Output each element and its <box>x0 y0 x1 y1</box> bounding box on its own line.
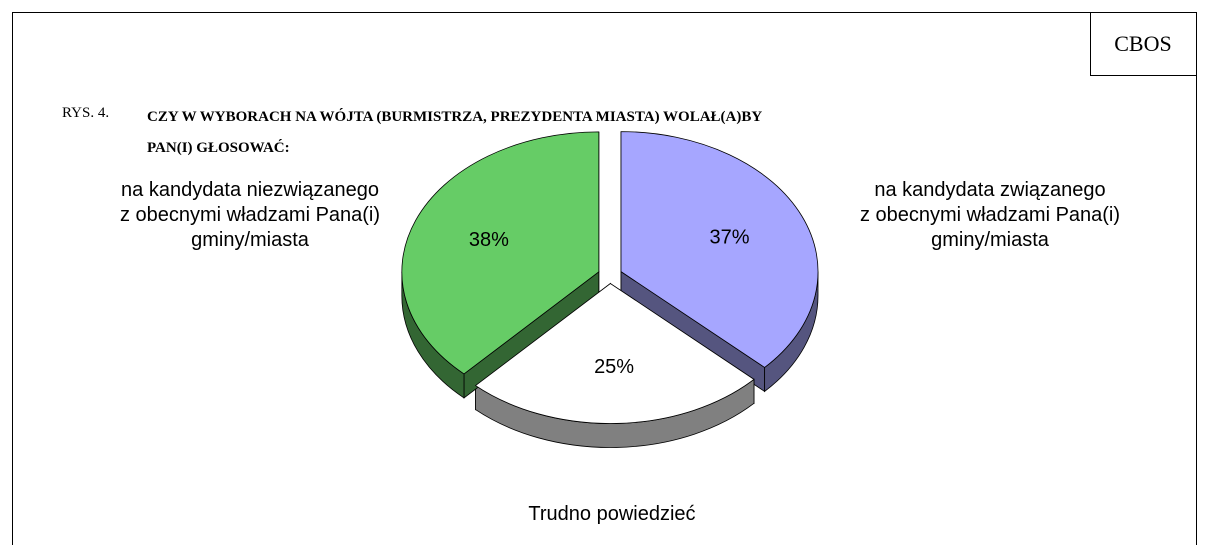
figure-label: RYS. 4. <box>62 105 110 121</box>
source-box <box>1090 12 1197 76</box>
chart-title: CZY W WYBORACH NA WÓJTA (BURMISTRZA, PRE… <box>147 109 763 156</box>
source: CBOS <box>1114 31 1172 56</box>
value-label: 38% <box>469 229 509 251</box>
slice <box>474 283 755 424</box>
slice <box>401 131 600 375</box>
value-label: 37% <box>709 227 749 249</box>
slice <box>620 131 819 368</box>
category-label: Trudno powiedzieć <box>528 503 696 525</box>
category-label: na kandydata związanego z obecnymi władz… <box>859 179 1121 251</box>
category-label: na kandydata niezwiązanego z obecnymi wł… <box>119 179 381 251</box>
value-label: 25% <box>594 356 634 378</box>
frame <box>12 12 1197 545</box>
